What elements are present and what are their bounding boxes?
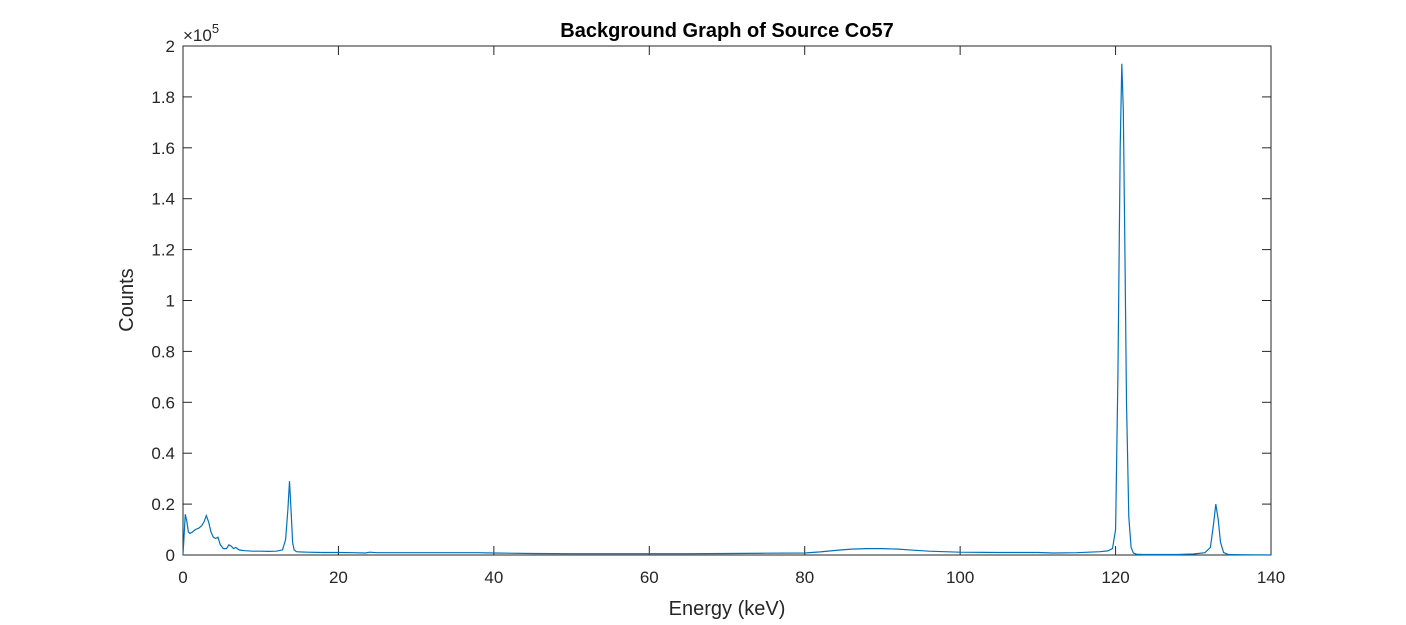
y-tick-label: 1.2 — [151, 241, 175, 260]
y-tick-label: 1 — [166, 292, 175, 311]
y-exponent-base: ×10 — [183, 26, 212, 45]
x-tick-label: 120 — [1101, 568, 1129, 587]
x-axis-label: Energy (keV) — [669, 598, 786, 620]
y-tick-labels: 0 0.2 0.4 0.6 0.8 1 1.2 1.4 1.6 1.8 2 — [151, 37, 175, 565]
y-tick-label: 0 — [166, 546, 175, 565]
y-tick-label: 0.4 — [151, 444, 175, 463]
y-tick-label: 1.8 — [151, 88, 175, 107]
chart-title: Background Graph of Source Co57 — [560, 20, 893, 42]
y-tick-label: 0.2 — [151, 495, 175, 514]
y-tick-label: 1.4 — [151, 190, 175, 209]
x-tick-label: 140 — [1257, 568, 1285, 587]
x-tick-labels: 0 20 40 60 80 100 120 140 — [178, 568, 1285, 587]
x-tick-label: 80 — [795, 568, 814, 587]
x-tick-label: 0 — [178, 568, 187, 587]
y-tick-label: 2 — [166, 37, 175, 56]
series-line — [182, 63, 1272, 556]
y-tick-label: 1.6 — [151, 139, 175, 158]
y-tick-label: 0.6 — [151, 393, 175, 412]
x-tick-label: 20 — [329, 568, 348, 587]
x-tick-label: 40 — [484, 568, 503, 587]
y-tick-label: 0.8 — [151, 342, 175, 361]
x-tick-label: 100 — [946, 568, 974, 587]
y-exponent-power: 5 — [212, 21, 219, 36]
plot-area — [182, 45, 1272, 556]
y-exponent-label: ×105 — [183, 21, 219, 45]
y-axis-label: Counts — [116, 268, 138, 331]
x-tick-label: 60 — [640, 568, 659, 587]
